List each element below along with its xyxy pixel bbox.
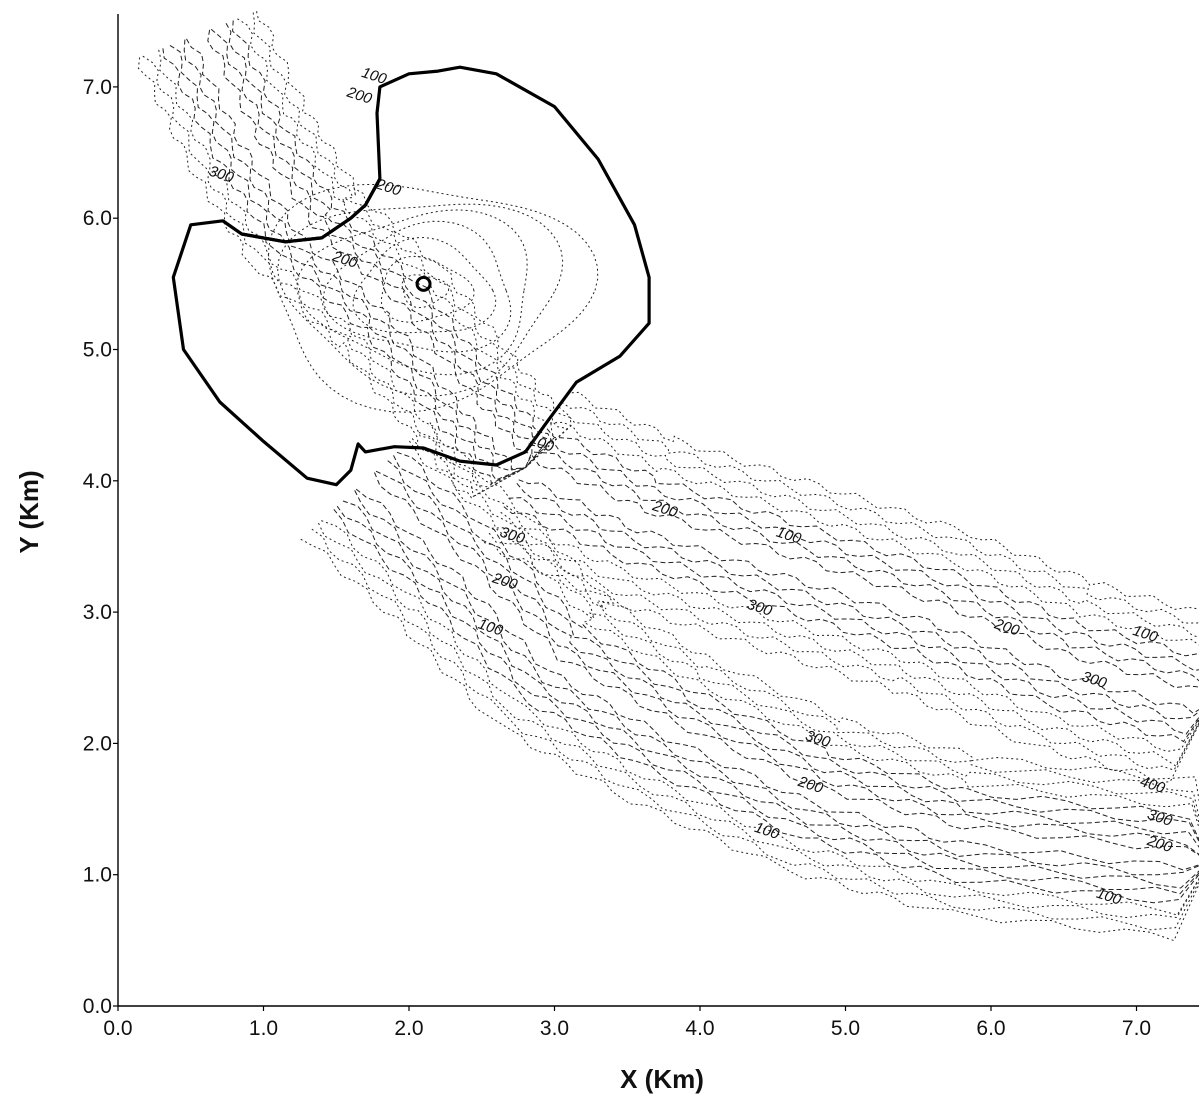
contour-label: 300 — [207, 163, 237, 187]
contour-line — [142, 55, 526, 498]
center-marker — [415, 275, 432, 292]
contour-line — [542, 436, 1199, 671]
contour-line — [491, 527, 1199, 767]
contour-line — [225, 23, 545, 469]
contour-line — [137, 57, 526, 499]
contour-label: 200 — [373, 175, 404, 199]
contour-line — [318, 522, 1199, 919]
y-tick-label: 2.0 — [83, 732, 112, 755]
contour-line — [566, 391, 1199, 610]
contour-label: 300 — [803, 727, 833, 751]
x-axis-title: X (Km) — [620, 1064, 704, 1094]
y-tick-label: 1.0 — [83, 864, 112, 887]
contour-line — [558, 406, 1199, 638]
contour-line — [387, 460, 1199, 848]
contour-label: 200 — [991, 615, 1022, 639]
y-tick-label: 6.0 — [83, 207, 112, 230]
contour-label: 200 — [650, 497, 681, 521]
contour-label: 300 — [1145, 806, 1175, 830]
contour-line — [207, 29, 532, 468]
contour-line — [503, 506, 1199, 743]
boundary-layer — [171, 65, 651, 487]
contour-line — [411, 438, 1199, 826]
contour-line — [210, 28, 533, 468]
contour-line — [518, 479, 1199, 714]
contour-label: 200 — [329, 248, 360, 272]
contour-line — [488, 532, 1199, 771]
contour-line — [311, 528, 1199, 931]
contour-line — [408, 440, 1199, 830]
contour-line — [183, 39, 526, 471]
contour-line — [342, 500, 1199, 889]
contour-line — [333, 508, 1199, 904]
contour-line — [186, 38, 526, 470]
contour-line — [401, 274, 450, 309]
contour-line — [418, 432, 1199, 820]
contour-line — [355, 488, 1199, 871]
contour-line — [516, 482, 1199, 720]
y-tick-label: 4.0 — [83, 470, 112, 493]
contour-label: 100 — [752, 819, 782, 843]
contour-line — [321, 520, 1199, 916]
contour-line — [550, 421, 1199, 646]
contour-line — [500, 511, 1199, 752]
contour-line — [533, 451, 1199, 682]
contour-line — [256, 11, 572, 469]
contour-line — [508, 497, 1199, 735]
contour-label: 300 — [1080, 668, 1110, 692]
contour-line — [375, 470, 1199, 855]
contour-line — [352, 236, 497, 334]
x-tick-label: 7.0 — [1122, 1017, 1151, 1040]
x-tick-label: 3.0 — [540, 1017, 569, 1040]
y-axis-title: Y (Km) — [14, 470, 44, 553]
contour-line — [374, 472, 1199, 856]
crater-boundary — [171, 65, 651, 487]
crater-inner-boundary — [221, 178, 382, 244]
contour-line — [162, 48, 526, 485]
contour-label: 200 — [489, 569, 520, 593]
contour-line — [252, 12, 569, 469]
contour-line — [300, 538, 1199, 942]
x-tick-label: 4.0 — [685, 1017, 714, 1040]
contour-line — [232, 20, 552, 469]
y-tick-label: 0.0 — [83, 995, 112, 1018]
contour-label: 100 — [1094, 885, 1124, 909]
contour-line — [393, 455, 1199, 843]
contour-label: 300 — [745, 596, 775, 620]
y-tick-label: 7.0 — [83, 76, 112, 99]
contour-line — [561, 401, 1199, 624]
contour-line — [354, 490, 1199, 876]
contour-label: 200 — [344, 83, 375, 107]
contour-line — [546, 428, 1199, 657]
y-tick-label: 5.0 — [83, 339, 112, 362]
x-tick-label: 1.0 — [249, 1017, 278, 1040]
contour-line — [531, 455, 1199, 689]
contour-line — [296, 209, 528, 376]
x-tick-label: 5.0 — [831, 1017, 860, 1040]
contour-line — [429, 422, 1199, 803]
contour-line — [277, 203, 564, 397]
contour-label: 300 — [498, 524, 528, 548]
contour-line — [169, 44, 526, 481]
contour-line — [267, 183, 599, 413]
axes: 0.0 1.0 2.0 3.0 4.0 5.0 6.0 7.0 0.0 1.0 2.0 3.0 4.0 5… — [83, 14, 1199, 1040]
y-tick-label: 3.0 — [83, 601, 112, 624]
x-tick-label: 2.0 — [394, 1017, 423, 1040]
x-tick-label: 0.0 — [103, 1017, 132, 1040]
contour-label: 200 — [1144, 832, 1175, 856]
contour-lines — [137, 11, 1199, 942]
contour-line — [396, 451, 1199, 841]
x-tick-label: 6.0 — [976, 1017, 1005, 1040]
contour-line — [158, 49, 526, 488]
